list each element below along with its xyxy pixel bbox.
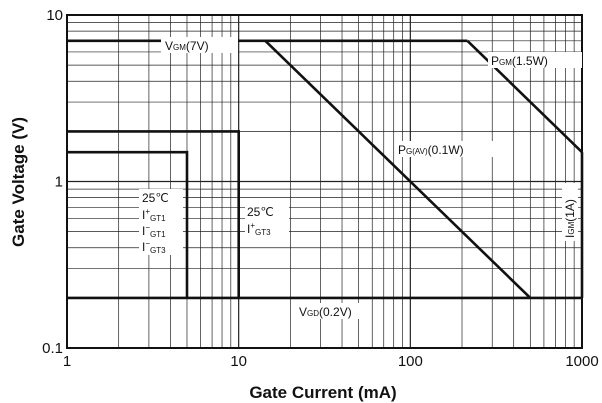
label-vgd: VGD(0.2V) xyxy=(296,303,360,319)
svg-text:VGD(0.2V): VGD(0.2V) xyxy=(299,305,352,319)
x-tick-label: 10 xyxy=(230,353,247,370)
y-tick-label: 10 xyxy=(46,7,63,24)
x-axis-title: Gate Current (mA) xyxy=(249,383,396,402)
svg-text:PGM(1.5W): PGM(1.5W) xyxy=(491,54,548,68)
x-tick-label: 100 xyxy=(398,353,423,370)
label-vgm: VGM(7V) xyxy=(161,37,238,53)
svg-text:PG(AV)(0.1W): PG(AV)(0.1W) xyxy=(398,143,464,157)
y-tick-labels: 0.1 1 10 xyxy=(42,7,63,357)
label-box-right: 25℃ I+GT3 xyxy=(245,203,289,237)
curve-box-25c-1 xyxy=(67,130,240,298)
x-tick-label: 1000 xyxy=(565,353,598,370)
label-igm: IGM(1A) xyxy=(562,183,578,241)
svg-text:I−GT1: I−GT1 xyxy=(142,223,166,239)
y-tick-label: 1 xyxy=(55,174,63,191)
svg-text:IGM(1A): IGM(1A) xyxy=(563,199,577,238)
curve-box-25c-3 xyxy=(67,150,189,298)
svg-text:I+GT1: I+GT1 xyxy=(142,207,166,223)
x-tick-labels: 1 10 100 1000 xyxy=(63,353,599,370)
x-tick-label: 1 xyxy=(63,353,71,370)
svg-text:I−GT3: I−GT3 xyxy=(142,239,166,255)
svg-text:25℃: 25℃ xyxy=(247,205,274,219)
curves xyxy=(67,39,584,300)
plot-frame xyxy=(66,14,583,349)
label-pgav: PG(AV)(0.1W) xyxy=(395,141,493,157)
y-tick-label: 0.1 xyxy=(42,340,63,357)
svg-text:VGM(7V): VGM(7V) xyxy=(165,39,209,53)
svg-text:I+GT3: I+GT3 xyxy=(247,221,271,237)
y-axis-title: Gate Voltage (V) xyxy=(9,117,28,247)
curve-pgm xyxy=(466,39,583,154)
curve-pgav xyxy=(264,39,532,299)
svg-text:25℃: 25℃ xyxy=(142,191,169,205)
label-box-left: 25℃ I+GT1 I−GT1 I−GT3 xyxy=(139,189,183,255)
label-pgm: PGM(1.5W) xyxy=(488,52,582,68)
